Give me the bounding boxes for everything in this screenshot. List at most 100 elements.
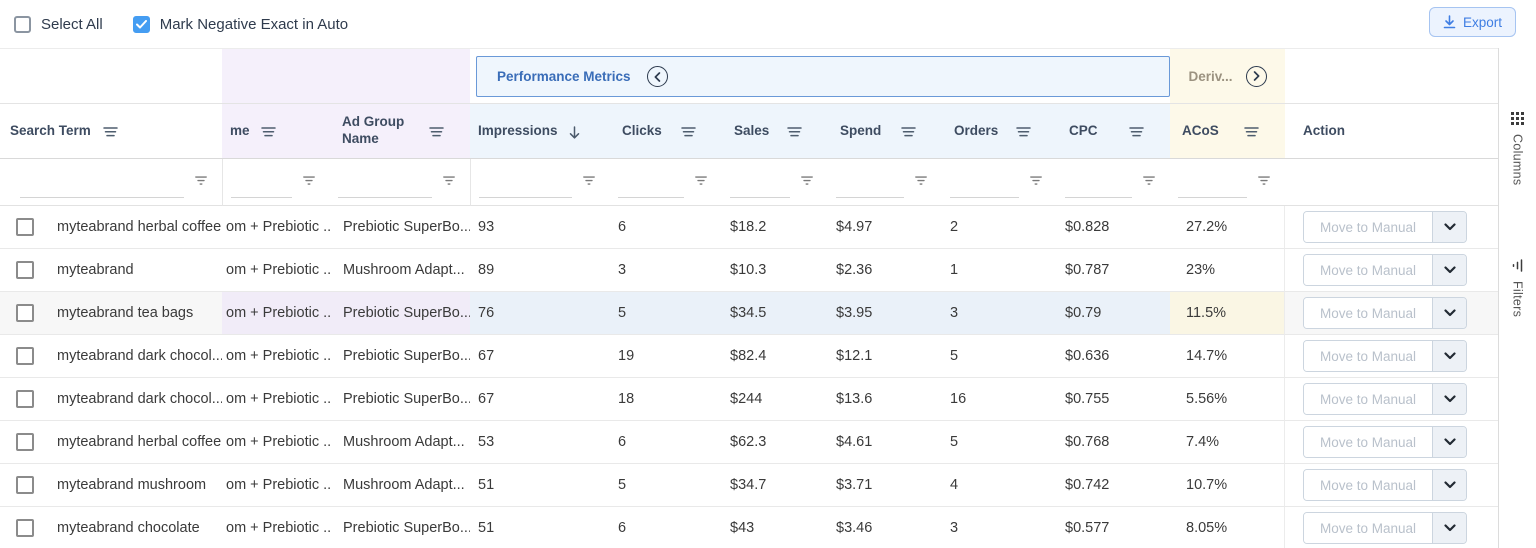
action-dropdown-toggle[interactable] <box>1432 212 1466 242</box>
action-dropdown-toggle[interactable] <box>1432 255 1466 285</box>
filter-funnel-icon[interactable] <box>583 175 595 187</box>
column-menu-icon[interactable] <box>901 125 916 138</box>
group-performance-metrics: Performance Metrics <box>470 49 1170 104</box>
row-checkbox[interactable] <box>16 390 34 408</box>
column-menu-icon[interactable] <box>429 125 444 138</box>
action-dropdown-toggle[interactable] <box>1432 384 1466 414</box>
export-button[interactable]: Export <box>1428 7 1516 37</box>
select-all-checkbox[interactable]: Select All <box>14 15 103 33</box>
cell-checkbox <box>0 421 50 464</box>
header-campaign-name-label: me <box>230 122 250 138</box>
filter-funnel-icon[interactable] <box>1030 175 1042 187</box>
row-checkbox[interactable] <box>16 261 34 279</box>
cell-action: Move to Manual <box>1285 292 1498 335</box>
filter-input-orders[interactable] <box>950 177 1019 198</box>
cell-action: Move to Manual <box>1285 464 1498 507</box>
header-cpc[interactable]: CPC <box>1057 104 1170 159</box>
action-dropdown-toggle[interactable] <box>1432 513 1466 543</box>
header-clicks[interactable]: Clicks <box>610 104 722 159</box>
column-menu-icon[interactable] <box>103 125 118 138</box>
column-menu-icon[interactable] <box>1016 125 1031 138</box>
header-ad-group-name[interactable]: Ad Group Name <box>330 104 470 159</box>
filter-input-search-term[interactable] <box>20 177 184 198</box>
header-campaign-name[interactable]: me <box>222 104 330 159</box>
move-to-manual-button[interactable]: Move to Manual <box>1304 341 1432 371</box>
filter-input-acos[interactable] <box>1178 177 1247 198</box>
header-orders[interactable]: Orders <box>942 104 1057 159</box>
cell-clicks: 3 <box>610 249 722 292</box>
cell-cpc: $0.577 <box>1057 507 1170 548</box>
filter-input-clicks[interactable] <box>618 177 684 198</box>
cell-sales: $244 <box>722 378 828 421</box>
filters-funnel-icon <box>1511 259 1524 273</box>
filter-funnel-icon[interactable] <box>303 175 315 187</box>
cell-cpc: $0.787 <box>1057 249 1170 292</box>
column-menu-icon[interactable] <box>260 125 276 138</box>
cell-ad-group-name: Prebiotic SuperBo... <box>330 507 470 548</box>
expand-derived-group-icon[interactable] <box>1245 65 1267 87</box>
cell-search-term: myteabrand <box>50 249 222 292</box>
row-checkbox[interactable] <box>16 347 34 365</box>
header-impressions[interactable]: Impressions <box>470 104 610 159</box>
filter-input-spend[interactable] <box>836 177 904 198</box>
side-panel-tab-columns[interactable]: Columns <box>1511 112 1525 185</box>
column-menu-icon[interactable] <box>1129 125 1144 138</box>
filter-input-cpc[interactable] <box>1065 177 1132 198</box>
cell-search-term: myteabrand dark chocol... <box>50 335 222 378</box>
filter-funnel-icon[interactable] <box>801 175 813 187</box>
select-all-checkbox-box[interactable] <box>14 15 31 33</box>
filter-funnel-icon[interactable] <box>443 175 455 187</box>
filter-funnel-icon[interactable] <box>1258 175 1270 187</box>
column-menu-icon[interactable] <box>787 125 802 138</box>
cell-search-term: myteabrand tea bags <box>50 292 222 335</box>
row-checkbox[interactable] <box>16 433 34 451</box>
cell-impressions: 51 <box>470 507 610 548</box>
mark-negative-checkbox-box[interactable] <box>132 15 150 33</box>
action-dropdown-toggle[interactable] <box>1432 427 1466 457</box>
filter-input-ad-group-name[interactable] <box>338 177 432 198</box>
cell-checkbox <box>0 292 50 335</box>
filter-input-campaign-name[interactable] <box>231 177 292 198</box>
action-dropdown-toggle[interactable] <box>1432 470 1466 500</box>
column-menu-icon[interactable] <box>1244 125 1259 138</box>
move-to-manual-button[interactable]: Move to Manual <box>1304 255 1432 285</box>
cell-acos: 10.7% <box>1170 464 1285 507</box>
row-checkbox[interactable] <box>16 519 34 537</box>
header-acos[interactable]: ACoS <box>1170 104 1285 159</box>
side-panel-tab-filters[interactable]: Filters <box>1511 259 1525 318</box>
action-split-button: Move to Manual <box>1303 211 1467 243</box>
move-to-manual-button[interactable]: Move to Manual <box>1304 470 1432 500</box>
move-to-manual-button[interactable]: Move to Manual <box>1304 212 1432 242</box>
action-dropdown-toggle[interactable] <box>1432 341 1466 371</box>
row-checkbox[interactable] <box>16 218 34 236</box>
header-sales[interactable]: Sales <box>722 104 828 159</box>
filter-row <box>0 159 1498 206</box>
move-to-manual-button[interactable]: Move to Manual <box>1304 427 1432 457</box>
filter-cell-ad-group-name <box>330 159 470 206</box>
cell-campaign-name: om + Prebiotic ... <box>222 421 330 464</box>
filter-funnel-icon[interactable] <box>1143 175 1155 187</box>
header-search-term[interactable]: Search Term <box>0 104 222 159</box>
move-to-manual-button[interactable]: Move to Manual <box>1304 513 1432 543</box>
cell-checkbox <box>0 507 50 548</box>
cell-sales: $10.3 <box>722 249 828 292</box>
cell-action: Move to Manual <box>1285 421 1498 464</box>
move-to-manual-button[interactable]: Move to Manual <box>1304 298 1432 328</box>
filter-funnel-icon[interactable] <box>695 175 707 187</box>
table-row: myteabrand tea bags om + Prebiotic ... P… <box>0 292 1498 335</box>
filter-funnel-icon[interactable] <box>195 175 207 187</box>
filter-funnel-icon[interactable] <box>915 175 927 187</box>
collapse-performance-group-icon[interactable] <box>646 66 668 87</box>
filter-input-impressions[interactable] <box>479 177 572 198</box>
row-checkbox[interactable] <box>16 304 34 322</box>
header-spend[interactable]: Spend <box>828 104 942 159</box>
header-orders-label: Orders <box>954 122 999 138</box>
action-dropdown-toggle[interactable] <box>1432 298 1466 328</box>
chevron-down-icon <box>1443 524 1456 532</box>
row-checkbox[interactable] <box>16 476 34 494</box>
table-row: myteabrand mushroom om + Prebiotic ... M… <box>0 464 1498 507</box>
column-menu-icon[interactable] <box>681 125 696 138</box>
filter-input-sales[interactable] <box>730 177 790 198</box>
mark-negative-checkbox[interactable]: Mark Negative Exact in Auto <box>132 15 348 33</box>
move-to-manual-button[interactable]: Move to Manual <box>1304 384 1432 414</box>
